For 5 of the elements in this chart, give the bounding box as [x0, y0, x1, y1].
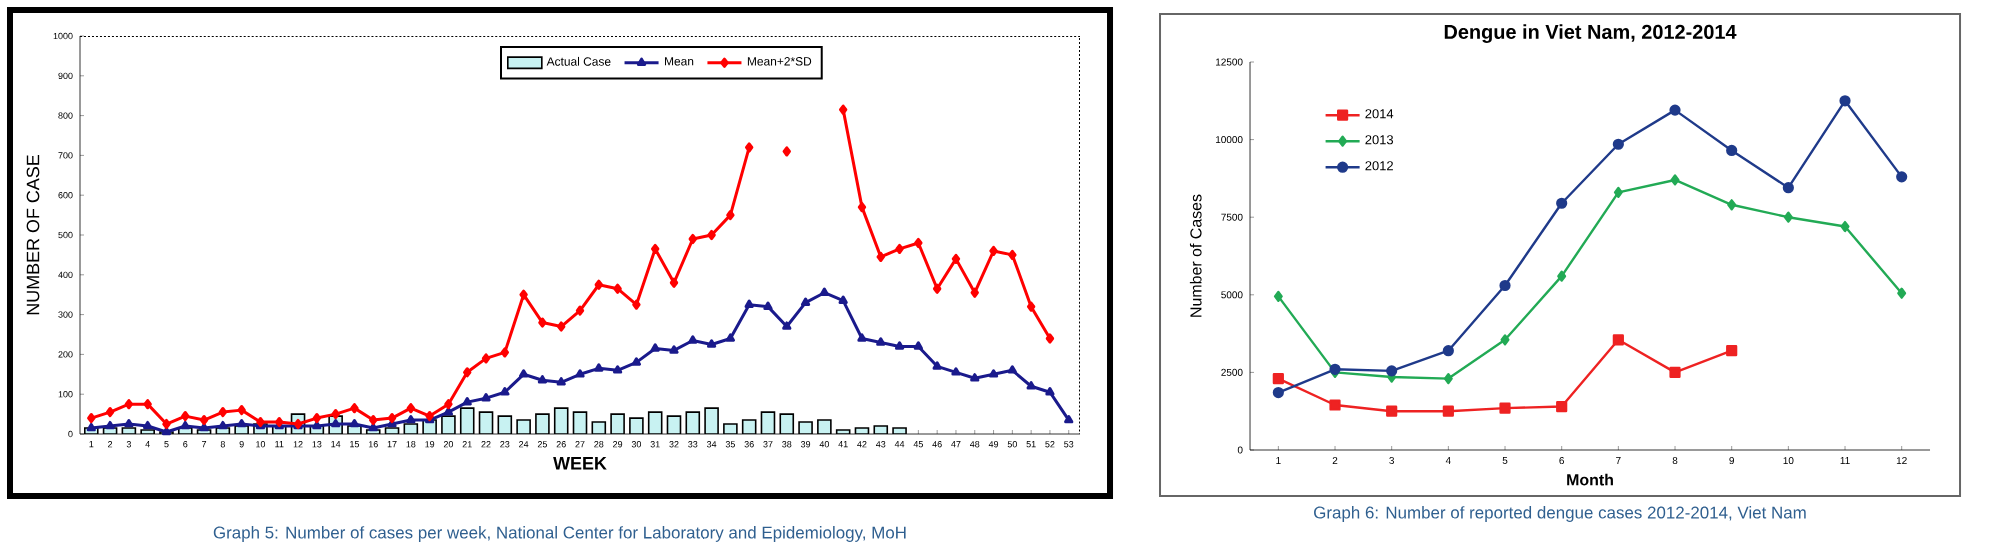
- y-axis-title: NUMBER OF CASE: [26, 155, 40, 315]
- caption: Graph 6: Number of reported dengue cases 2012-2014, Viet Nam: [1314, 506, 1806, 522]
- caption: Graph 5: Number of cases per week, National Center for Laboratory and Epidemiology, MoH: [213, 526, 906, 542]
- chart-title: Dengue in Viet Nam, 2012-2014: [1444, 24, 1737, 43]
- x-axis-title: WEEK: [553, 457, 607, 470]
